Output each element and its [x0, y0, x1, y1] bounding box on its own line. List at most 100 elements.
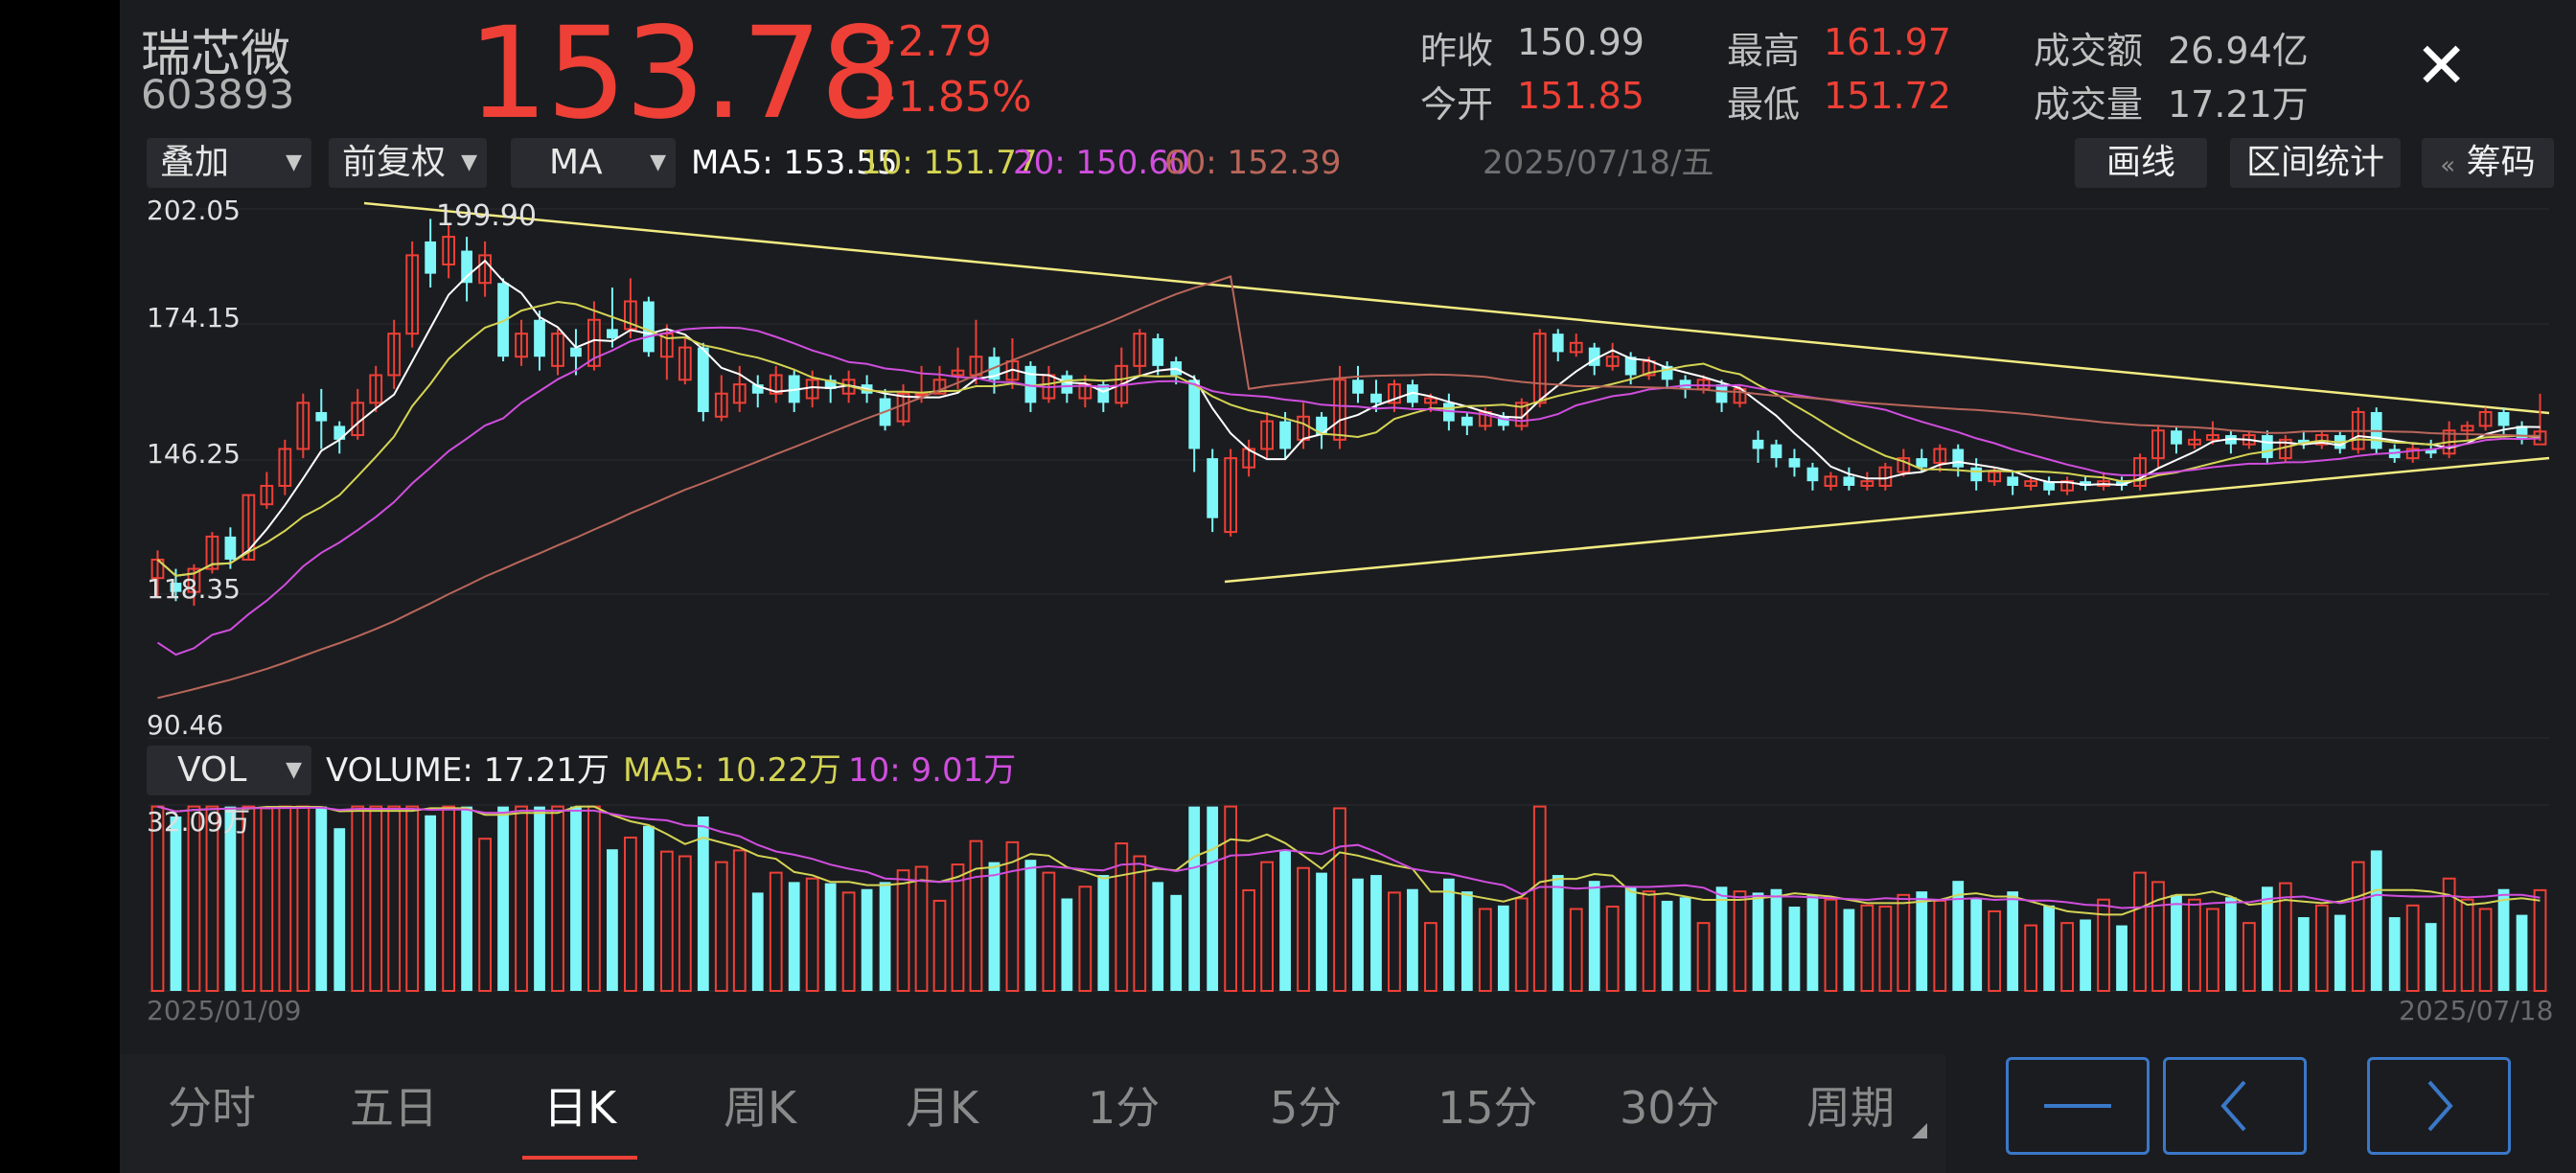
- interval-stats-button[interactable]: 区间统计: [2230, 138, 2401, 188]
- volume-bar: [2425, 923, 2437, 991]
- volume-bar: [1333, 807, 1346, 993]
- volume-bar: [2080, 919, 2091, 991]
- prev-close-value: 150.99: [1517, 21, 1644, 63]
- indicator-dropdown[interactable]: MA ▼: [511, 138, 676, 188]
- volume-bar: [405, 805, 420, 993]
- volume-bar: [1679, 897, 1691, 991]
- candle-body: [2133, 457, 2147, 487]
- tab-30min[interactable]: 30分: [1620, 1082, 1720, 1134]
- candle-body: [1860, 480, 1874, 487]
- candle-body: [1333, 379, 1346, 441]
- volume-bar: [1005, 840, 1020, 992]
- candle-body: [1624, 356, 1637, 376]
- volume-bar: [2097, 898, 2110, 992]
- volume-bar: [315, 806, 328, 991]
- volume-bar: [788, 882, 800, 991]
- candle-body: [951, 369, 965, 377]
- ma20-readout: 20: 150.60: [1013, 144, 1190, 182]
- tab-period[interactable]: 周期: [1806, 1082, 1895, 1134]
- volume-bar: [1388, 891, 1401, 993]
- volume-bar: [969, 840, 983, 992]
- zoom-out-button[interactable]: [2006, 1057, 2150, 1155]
- candle-body: [2261, 435, 2273, 459]
- volume-bar: [1115, 842, 1129, 992]
- candle-body: [242, 494, 256, 561]
- chevron-left-icon: [2220, 1080, 2246, 1132]
- volume-bar: [1806, 894, 1819, 991]
- volume-bar: [1352, 878, 1364, 991]
- volume-bar: [1843, 908, 1855, 991]
- candle-body: [515, 333, 528, 358]
- volume-bar: [988, 862, 1000, 991]
- volume-bar: [2060, 922, 2074, 993]
- ma5-readout: MA5: 153.55: [691, 144, 898, 182]
- volume-indicator-dropdown[interactable]: VOL ▼: [147, 746, 311, 795]
- volume-bar: [2314, 904, 2329, 992]
- candle-body: [224, 536, 237, 560]
- caret-down-icon: ▼: [650, 150, 666, 174]
- volume-bar: [1242, 888, 1256, 993]
- volume-bar: [515, 805, 528, 993]
- volume-bar: [1316, 872, 1327, 991]
- volume-bar: [205, 805, 219, 993]
- overlay-dropdown[interactable]: 叠加 ▼: [147, 138, 311, 188]
- tab-five-day[interactable]: 五日: [350, 1082, 438, 1134]
- volume-bar: [914, 865, 929, 992]
- cursor-date: 2025/07/18/五: [1483, 144, 1714, 182]
- candle-body: [607, 329, 618, 338]
- adjust-label: 前复权: [342, 143, 447, 182]
- adjust-dropdown[interactable]: 前复权 ▼: [329, 138, 487, 188]
- ma-lines: [156, 259, 2541, 700]
- candle-body: [478, 254, 492, 285]
- volume-bar: [624, 836, 637, 993]
- volume-bar: [1916, 891, 1928, 991]
- tab-weekly-k[interactable]: 周K: [724, 1082, 797, 1134]
- close-icon: ✕: [2415, 29, 2469, 103]
- volume-label: 成交量: [2034, 83, 2144, 126]
- ma10-line: [156, 300, 2541, 577]
- volume-bar: [242, 805, 256, 993]
- volume-bar: [1552, 875, 1564, 991]
- candle-body: [461, 250, 472, 284]
- candle-body: [678, 346, 692, 381]
- candle-body: [1843, 476, 1855, 486]
- stock-name: 瑞芯微: [141, 26, 291, 83]
- volume-bar: [1970, 898, 1983, 991]
- end-date: 2025/07/18: [2399, 995, 2554, 1026]
- volume-bar: [1497, 905, 1509, 991]
- scroll-left-button[interactable]: [2163, 1057, 2307, 1155]
- volume-bar: [2405, 904, 2420, 992]
- close-button[interactable]: ✕: [2415, 29, 2468, 103]
- volume-bar: [170, 816, 182, 991]
- volume-ma-lines: [157, 805, 2541, 916]
- volume-bar: [2388, 917, 2401, 991]
- volume-bar: [1988, 909, 2002, 992]
- volume-bar: [278, 805, 292, 993]
- volume-bar: [1370, 875, 1382, 991]
- candle-body: [751, 384, 764, 394]
- volume-bar: [551, 805, 564, 993]
- tab-daily-k[interactable]: 日K: [543, 1082, 617, 1134]
- volume-bar: [751, 892, 764, 991]
- tab-15min[interactable]: 15分: [1438, 1082, 1538, 1134]
- tab-intraday[interactable]: 分时: [168, 1082, 256, 1134]
- chips-button[interactable]: « 筹码: [2422, 138, 2554, 188]
- tab-monthly-k[interactable]: 月K: [906, 1082, 979, 1134]
- price-chart[interactable]: [120, 0, 2576, 1173]
- volume-bar: [1170, 894, 1183, 991]
- volume-bar: [351, 805, 365, 993]
- candle-body: [1424, 397, 1438, 404]
- tab-1min[interactable]: 1分: [1088, 1082, 1161, 1134]
- volume-bar: [587, 805, 601, 993]
- volume-bar: [570, 806, 582, 991]
- scroll-right-button[interactable]: [2367, 1057, 2511, 1155]
- candle-body: [1552, 334, 1564, 353]
- volume-bar: [1207, 806, 1219, 991]
- ma60-line: [157, 275, 2541, 700]
- amount-value: 26.94亿: [2168, 30, 2309, 72]
- volume-readout: VOLUME: 17.21万: [326, 751, 610, 790]
- draw-line-button[interactable]: 画线: [2075, 138, 2207, 188]
- tab-5min[interactable]: 5分: [1270, 1082, 1343, 1134]
- volume-bar: [841, 891, 856, 993]
- candle-body: [1605, 356, 1620, 367]
